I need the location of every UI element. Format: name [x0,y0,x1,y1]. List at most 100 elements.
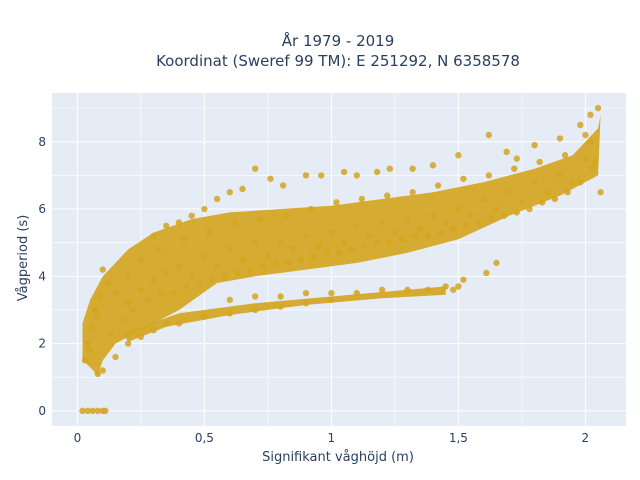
data-point [107,330,114,337]
data-point [480,195,487,203]
data-point [307,205,315,213]
data-point [137,286,145,293]
data-point [442,283,449,290]
data-point [251,306,259,314]
data-point [150,276,157,283]
data-point [500,212,508,219]
data-point [279,182,287,189]
data-point [373,168,381,176]
data-point [597,189,604,196]
data-point [348,246,355,253]
x-tick-label: 1,5 [449,431,468,445]
data-point [89,407,96,415]
data-point [429,162,437,169]
data-point [137,256,145,263]
data-point [97,293,104,300]
data-point [315,242,322,250]
data-point [493,205,500,213]
data-point [251,165,259,172]
data-point [399,236,406,243]
data-point [538,199,546,206]
data-point [455,283,462,290]
data-point [582,131,589,139]
data-point [213,195,221,203]
data-point [434,182,442,189]
data-point [257,215,264,223]
data-point [424,286,432,293]
y-tick-labels: 0 2 4 6 8 [38,135,46,418]
data-point [290,246,297,253]
chart-title-line2: Koordinat (Sweref 99 TM): E 251292, N 63… [156,52,520,70]
data-point [183,283,190,290]
data-point [239,256,246,263]
data-point [318,172,325,179]
data-point [551,195,559,203]
data-point [328,296,335,304]
data-point [503,148,510,156]
data-point [361,242,368,250]
data-point [99,367,106,374]
density-cloud [82,114,601,376]
data-point [340,239,348,246]
data-point [231,219,239,226]
data-point [353,289,360,297]
data-point [460,175,467,182]
y-tick-label: 6 [38,202,46,216]
data-point [333,199,340,206]
y-tick-label: 8 [38,135,46,149]
data-point [569,178,576,186]
data-point [488,215,495,223]
data-point [493,259,500,267]
data-point [84,407,91,415]
data-point [206,229,213,236]
data-point [378,286,386,293]
data-point [94,313,101,320]
data-point [112,289,119,297]
x-tick-label: 0,5 [195,431,214,445]
data-point [264,252,272,260]
data-point [226,296,233,304]
data-point [531,178,538,186]
data-point [302,300,310,307]
data-point [137,333,145,341]
data-point [455,152,462,159]
data-point [531,141,538,149]
data-point [277,303,284,310]
data-point [272,259,279,267]
x-tick-label: 0 [74,431,82,445]
data-point [475,219,482,226]
data-point [251,239,259,246]
data-point [462,222,470,230]
data-point [592,158,599,166]
data-point [94,370,101,378]
data-point [89,323,96,330]
data-point [251,293,259,300]
data-point [518,199,526,206]
data-point [112,353,119,361]
data-point [429,212,437,219]
data-point [328,229,335,236]
data-point [102,407,109,415]
data-point [310,252,317,260]
data-points [79,104,604,415]
data-point [99,266,106,273]
data-point [561,152,569,159]
data-point [188,212,195,219]
data-point [213,263,221,270]
data-point [564,189,571,196]
data-point [556,135,564,142]
data-point [175,263,183,270]
data-point [340,168,348,176]
data-point [124,300,132,307]
data-point [208,276,216,283]
data-point [483,269,490,277]
data-point [163,320,170,327]
data-point [404,215,411,223]
data-point [201,205,208,213]
data-point [79,407,86,415]
data-point [226,189,233,196]
data-point [175,320,183,327]
data-point [150,326,157,334]
data-point [358,195,366,203]
